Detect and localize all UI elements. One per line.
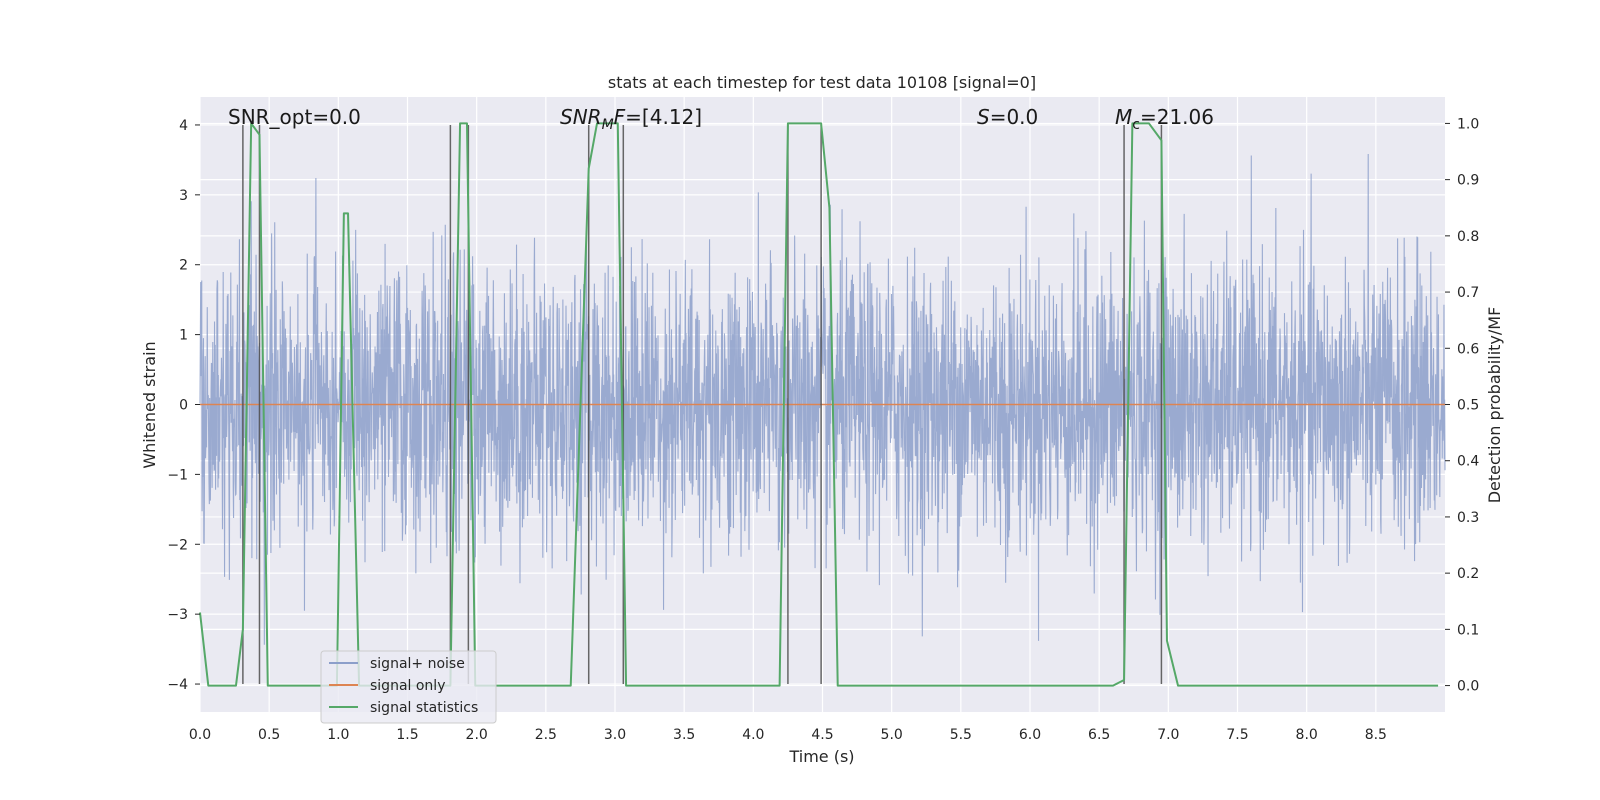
x-tick-label: 7.5 [1226,727,1248,743]
x-tick-label: 1.0 [327,727,349,743]
x-tick-label: 8.0 [1296,727,1318,743]
y-tick-label: 3 [179,188,188,204]
y-tick-label: 4 [179,118,188,134]
x-tick-label: 6.5 [1088,727,1110,743]
x-tick-label: 0.0 [189,727,211,743]
y2-tick-label: 0.2 [1457,566,1479,582]
x-tick-label: 2.5 [535,727,557,743]
legend-box [320,650,497,724]
signal-statistics-line [199,122,1439,687]
y-tick-label: 1 [179,328,188,344]
right-axis-ticks: 1.0 0.9 0.8 0.7 0.6 0.5 0.4 0.3 0.2 0.1 0.0 [1445,116,1479,695]
legend: signal+ noise signal only signal statist… [320,650,497,724]
series-signal-statistics [199,122,1439,687]
y-tick-label: −4 [167,677,188,693]
y-axis-label: Whitened strain [140,341,159,468]
x-axis-ticks: 0.0 0.5 1.0 1.5 2.0 2.5 3.0 3.5 4.0 4.5 5.0 5.5 6.0 6… [189,727,1387,743]
y2-tick-label: 0.4 [1457,454,1479,470]
x-tick-label: 6.0 [1019,727,1041,743]
annotation-snr-mf: SNRMF=[4.12] [560,105,702,133]
y2-tick-label: 1.0 [1457,116,1479,132]
y2-tick-label: 0.3 [1457,510,1479,526]
y2-tick-label: 0.6 [1457,341,1479,357]
x-tick-label: 2.0 [466,727,488,743]
x-tick-label: 1.5 [396,727,418,743]
x-tick-label: 0.5 [258,727,280,743]
series-signal-plus-noise [199,154,1446,645]
y2-tick-label: 0.1 [1457,622,1479,638]
annotation-chirp-mass: Mc=21.06 [1115,105,1214,133]
y2-tick-label: 0.5 [1457,398,1479,414]
y-tick-label: −2 [167,537,188,553]
x-tick-label: 3.0 [604,727,626,743]
signal-plus-noise-line [199,154,1446,645]
y2-tick-label: 0.0 [1457,679,1479,695]
annotation-s: S=0.0 [977,105,1038,129]
x-tick-label: 4.0 [742,727,764,743]
x-tick-label: 3.5 [673,727,695,743]
y2-axis-label: Detection probability/MF [1485,307,1504,504]
chart-title: stats at each timestep for test data 101… [608,73,1036,92]
y-tick-label: −3 [167,607,188,623]
y2-tick-label: 0.7 [1457,285,1479,301]
x-tick-label: 4.5 [811,727,833,743]
left-axis-ticks: 4 3 2 1 0 −1 −2 −3 −4 [167,118,200,693]
y-tick-label: −1 [167,467,188,483]
x-tick-label: 5.5 [950,727,972,743]
annotation-snr-opt: SNR_opt=0.0 [228,105,361,129]
y2-tick-label: 0.8 [1457,229,1479,245]
x-axis-label: Time (s) [788,747,854,766]
legend-label-signal-plus-noise: signal+ noise [370,656,465,672]
x-tick-label: 8.5 [1365,727,1387,743]
legend-label-signal-only: signal only [370,678,445,694]
y2-tick-label: 0.9 [1457,173,1479,189]
x-tick-label: 5.0 [881,727,903,743]
x-tick-label: 7.0 [1157,727,1179,743]
legend-label-signal-statistics: signal statistics [370,700,478,716]
y-tick-label: 0 [179,398,188,414]
y-tick-label: 2 [179,258,188,274]
